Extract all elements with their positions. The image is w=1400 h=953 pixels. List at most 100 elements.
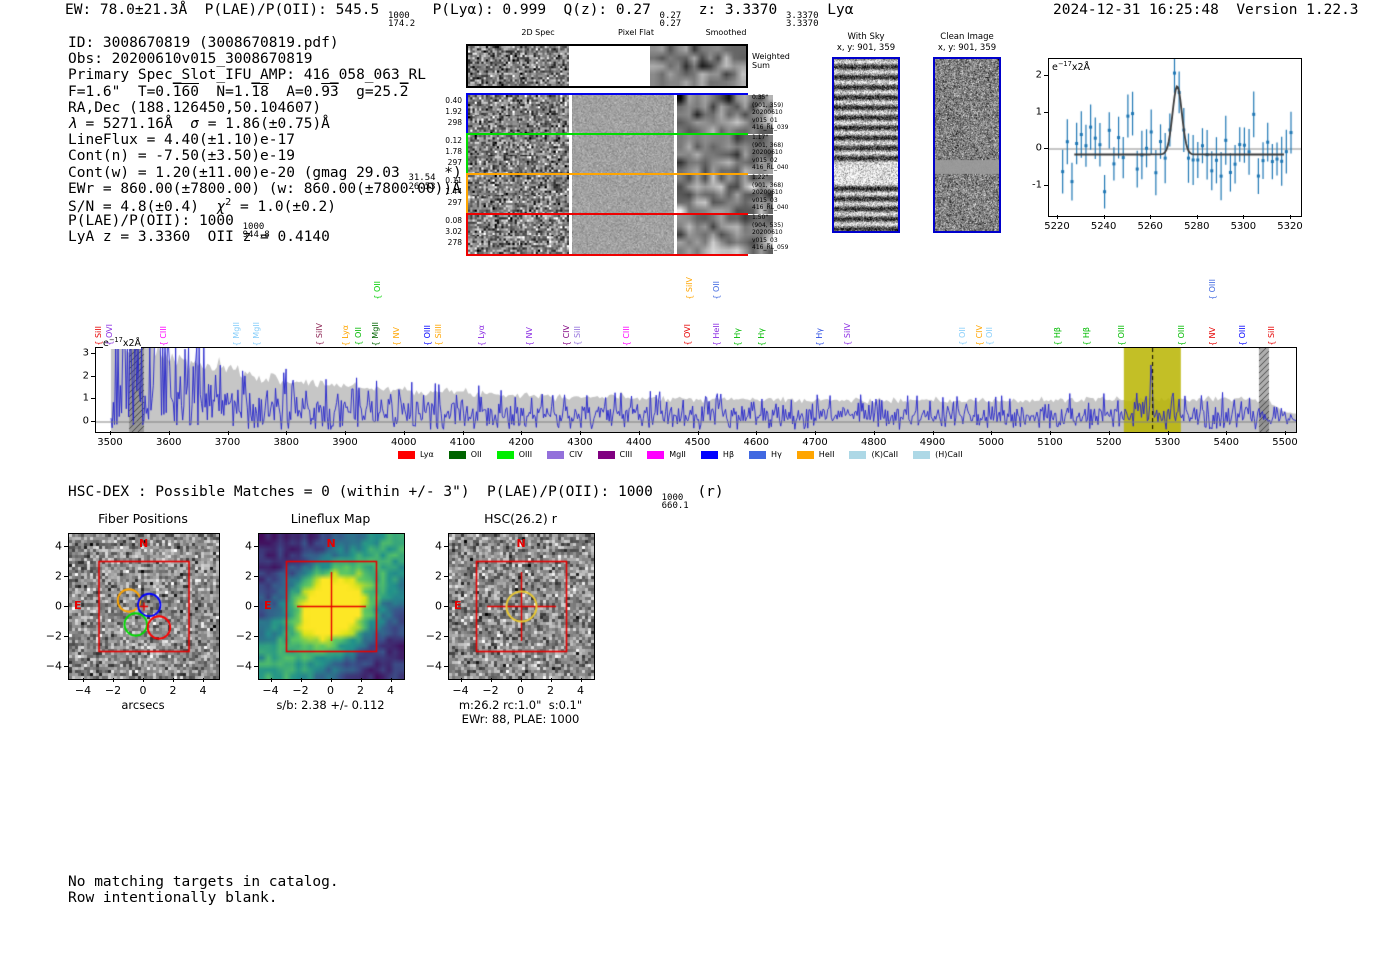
spectrum-ylabel-base: e [103,338,109,350]
spec2d-left-value: 278 [447,238,462,247]
spectrum-xtick-label: 3800 [273,437,299,448]
spec2d-left-value: 297 [447,158,462,167]
legend-item-Hγ: Hγ [749,450,782,459]
cutout-ytick-mark [64,665,68,667]
emission-line-label-OIII: { OIII [1117,324,1126,346]
legend-label: OIII [518,450,533,459]
cutout-ytick-mark [254,545,258,547]
spec2d-right-value: 1.22" [752,174,769,181]
legend-swatch [913,450,931,459]
spectrum-plot-box [95,347,1297,433]
spec2d-right-value: 20200610 [752,189,783,197]
spectrum-xtick-label: 3600 [156,437,182,448]
spectrum-xtick-label: 4500 [684,437,711,448]
spectrum-xtick-mark [1285,431,1286,435]
spec2d-row-0 [466,44,748,88]
legend-label: OII [470,450,482,459]
info-segment: 31.54 26.53 [408,173,436,192]
info-segment: *) [435,164,462,181]
info-segment: 2 [399,83,409,100]
spectrum-xtick-label: 5100 [1037,437,1063,448]
spec2d-right-value: 20200610 [752,149,783,157]
cutout-xtick-mark [173,678,174,682]
cutout-xtick-mark [490,678,492,682]
spectrum-xtick-mark [1108,431,1110,435]
footer-note: No matching targets in catalog. Row inten… [68,874,339,906]
cutout-image-2 [449,534,594,679]
header-segment: P(Lyα): 0.999 Q(z): 0.27 [415,2,660,18]
header-segment: 1000 174.2 [388,10,416,29]
footer-line-0: No matching targets in catalog. [68,874,339,890]
cutout-ytick-mark [444,605,448,607]
inset-xtick-mark [1243,215,1245,219]
info-segment: 160 [172,83,199,100]
spec2d-right-labels-4: 1.50" (904, 535) 20200610 v015_03 416_RL_059 [752,214,812,252]
spectrum-xtick-mark [168,431,170,435]
spectrum-xtick-mark [345,431,346,435]
hsc-segment: (r) [688,484,724,500]
info-line-4: RA,Dec (188.126450,50.104607) [68,100,462,116]
spectrum-xtick-label: 4400 [626,437,652,448]
spectrum-xtick-mark [462,431,464,435]
spectrum-xtick-mark [991,431,993,435]
legend-swatch [496,450,514,459]
legend-item-MgII: MgII [647,450,686,459]
compass-north-1: N [326,537,336,550]
spec2d-right-value: 20200610 [752,229,783,237]
legend-item-CIV: CIV [547,450,583,459]
spectrum-legend: Lyα OII OIII CIV CIII MgII Hβ Hγ HeII (K)CaII (H)C… [398,450,963,459]
inset-ytick-mark [1044,75,1048,76]
legend-item-OIII: OIII [496,450,533,459]
cutout-ytick-label: −2 [235,629,252,642]
spec2d-right-value: v015_02 [752,156,778,164]
cutout-xtick-label: −2 [482,684,499,697]
legend-label: CIII [619,450,633,459]
spec2d-right-value: (904, 535) [752,221,784,229]
info-line-12: LyA z = 3.3360 OII z = 0.4140 [68,229,462,245]
spec2d-noise-image [468,135,570,174]
cutout-xlabel-1: s/b: 2.38 +/- 0.112 [276,698,385,712]
legend-swatch [448,450,466,459]
emission-line-label-SiIV: { SiIV [685,277,694,300]
cutout-image-1 [259,534,404,679]
spec2d-smoothed-image [676,215,773,254]
legend-label: CIV [569,450,583,459]
inset-xtick-label: 5300 [1230,221,1257,232]
spectrum-xtick-label: 3700 [214,437,241,448]
spec2d-left-value: 1.92 [445,107,462,116]
inset-linefit-plot: 5220 5240 5260 5280 5300 5320 2 1 0 -1 e−17x2Å [1020,40,1320,240]
spec2d-pixelflat-image [572,175,674,214]
emission-line-label-Hβ: { Hβ [1053,327,1062,346]
cutout-title-1: Lineflux Map [290,511,371,526]
info-line-11: P(LAE)/P(OII): 1000 1000 944.8 [68,213,462,239]
spectrum-ytick-mark [91,398,95,400]
cutout-xtick-mark [360,678,362,682]
legend-label: Hγ [771,450,782,459]
spec2d-left-value: 1.44 [445,187,462,196]
cutout-ytick-mark [64,635,68,637]
inset-ytick-label: -1 [1032,179,1042,190]
emission-line-label-OIII: { OIII [423,324,432,346]
emission-line-label-OII: { OII [373,281,382,300]
spec2d-left-value: 0.08 [445,216,462,225]
cutout-xtick-label: 4 [199,684,207,697]
legend-swatch [647,450,665,459]
cutout-ytick-mark [444,635,448,637]
cutout-xtick-mark [330,678,332,682]
spectrum-xtick-label: 5200 [1096,437,1122,448]
with-sky-coords: x, y: 901, 359 [836,43,896,53]
header-datetime-version: 2024-12-31 16:25:48 Version 1.22.3 [1053,2,1359,18]
spectrum-xtick-mark [227,431,229,435]
inset-xtick-label: 5240 [1090,221,1117,232]
info-segment: Cont(n) = -7.50(±3.50)e-19 [68,148,295,165]
spec2d-left-labels-1: 0.40 1.92 298 [440,95,462,128]
cutout-xtick-mark [143,678,144,682]
cutout-xtick-mark [83,678,84,682]
compass-north-2: N [516,537,526,550]
spec2d-pixelflat-image [572,215,674,254]
info-line-5: λ = 5271.16Å σ = 1.86(±0.75)Å [68,116,462,132]
with-sky-title: With Sky [847,32,885,42]
spectrum-xtick-mark [1167,431,1169,435]
cutout-xtick-label: 0 [139,684,147,697]
cutout-xtick-label: −4 [452,684,469,697]
